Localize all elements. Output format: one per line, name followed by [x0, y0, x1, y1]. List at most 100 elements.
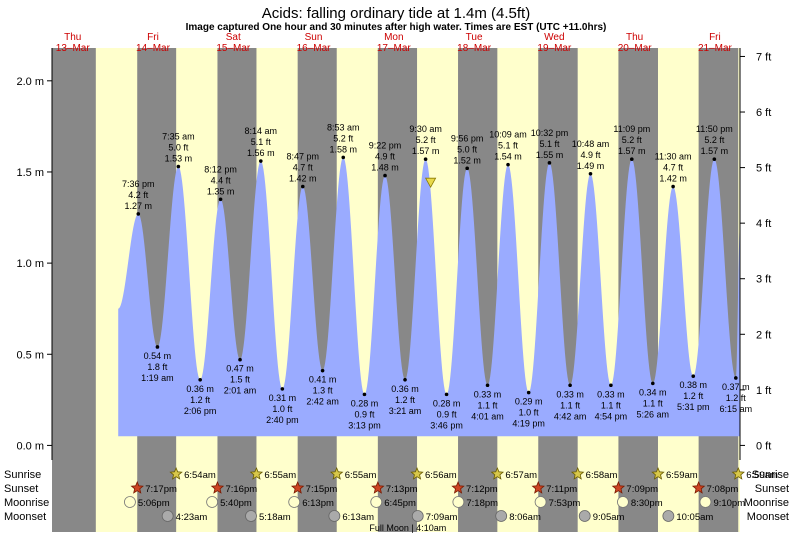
- tide-height-ft: 1.2 ft: [190, 395, 211, 405]
- sunrise-time: 6:59am: [746, 470, 778, 481]
- tide-height-ft: 4.7 ft: [663, 163, 684, 173]
- tide-height-m: 1.35 m: [207, 186, 235, 196]
- sunrise-time: 6:58am: [586, 470, 618, 481]
- sunset-time: 7:09pm: [626, 484, 658, 495]
- moonrise-icon: [699, 496, 712, 508]
- tide-point: [218, 197, 223, 202]
- moonset-time: 4:23am: [176, 512, 208, 523]
- moonset-time: 10:05am: [676, 512, 713, 523]
- tide-time: 11:50 pm: [696, 124, 733, 134]
- day-name: Tue: [466, 32, 483, 43]
- sunset-time: 7:17pm: [145, 484, 177, 495]
- tide-height-m: 0.29 m: [515, 397, 543, 407]
- tide-height-m: 1.27 m: [125, 201, 153, 211]
- day-name: Thu: [626, 32, 643, 43]
- sunset-time: 7:15pm: [306, 484, 338, 495]
- tide-time: 10:09 am: [489, 130, 527, 140]
- tide-height-ft: 1.2 ft: [726, 393, 747, 403]
- tide-time: 5:31 pm: [677, 402, 710, 412]
- row-label-right: Sunset: [755, 483, 789, 495]
- tide-time: 3:46 pm: [430, 420, 463, 430]
- tide-height-m: 0.47 m: [226, 364, 254, 374]
- y-right-tick-label: 1 ft: [756, 385, 771, 397]
- sunset-icon: [130, 480, 144, 494]
- tide-point: [547, 161, 552, 165]
- moonset-icon: [161, 510, 174, 522]
- sunrise-time: 6:55am: [345, 470, 377, 481]
- sunrise-icon: [169, 466, 183, 480]
- y-left-tick-label: 2.0 m: [16, 76, 44, 88]
- tide-height-m: 0.54 m: [144, 351, 172, 361]
- day-name: Sun: [305, 32, 323, 43]
- row-label-left: Moonrise: [4, 497, 49, 509]
- tide-height-ft: 4.9 ft: [580, 150, 601, 160]
- y-right-tick-label: 6 ft: [756, 107, 771, 119]
- tide-point: [629, 157, 634, 162]
- sunset-time: 7:08pm: [707, 484, 739, 495]
- row-label-left: Sunset: [4, 483, 38, 495]
- tide-time: 3:21 am: [389, 406, 422, 416]
- tide-height-ft: 5.0 ft: [457, 144, 478, 154]
- moonrise-icon: [288, 496, 301, 508]
- tide-time: 8:53 am: [327, 122, 360, 132]
- tide-time: 11:09 pm: [613, 124, 650, 134]
- y-right-tick-label: 2 ft: [756, 329, 771, 341]
- tide-time: 6:15 am: [720, 404, 753, 414]
- tide-height-ft: 4.4 ft: [211, 175, 232, 185]
- current-tide-marker: [424, 177, 437, 189]
- tide-height-m: 0.28 m: [433, 398, 461, 408]
- moonset-icon: [411, 510, 424, 522]
- tide-time: 2:06 pm: [184, 406, 217, 416]
- moonset-icon: [578, 510, 591, 522]
- tide-height-m: 1.42 m: [659, 174, 687, 184]
- sunrise-icon: [329, 466, 344, 480]
- tide-height-m: 1.57 m: [701, 146, 729, 156]
- tide-time: 2:42 am: [306, 397, 339, 407]
- tide-point: [691, 374, 696, 378]
- moonrise-time: 7:18pm: [466, 498, 498, 509]
- tide-time: 8:12 pm: [204, 164, 237, 174]
- moon-phase-label: Full Moon | 4:10am: [369, 523, 446, 533]
- tide-point: [423, 157, 428, 162]
- tide-point: [259, 159, 263, 163]
- tide-height-m: 1.58 m: [329, 144, 357, 154]
- chart-title: Acids: falling ordinary tide at 1.4m (4.…: [262, 5, 530, 22]
- chart-subtitle: Image captured One hour and 30 minutes a…: [186, 22, 607, 33]
- tide-height-ft: 0.9 ft: [354, 409, 375, 419]
- tide-time: 10:32 pm: [531, 128, 569, 138]
- day-date: 18–Mar: [457, 43, 492, 54]
- tide-height-ft: 1.2 ft: [683, 391, 704, 401]
- sunset-time: 7:12pm: [466, 484, 498, 495]
- tide-point: [671, 184, 675, 189]
- sunset-time: 7:13pm: [386, 484, 418, 495]
- tide-height-m: 0.28 m: [351, 398, 379, 408]
- tide-time: 7:35 am: [162, 131, 195, 141]
- tide-height-ft: 1.1 ft: [560, 400, 581, 410]
- tide-point: [341, 155, 346, 160]
- moonset-time: 5:18am: [259, 512, 291, 523]
- sunset-icon: [371, 480, 385, 494]
- sunset-icon: [451, 480, 465, 494]
- tide-height-m: 0.31 m: [269, 393, 297, 403]
- day-name: Fri: [147, 32, 159, 43]
- plot-area: [52, 48, 741, 532]
- tide-height-m: 0.41 m: [309, 375, 337, 385]
- sunrise-icon: [490, 466, 505, 480]
- tide-height-ft: 5.1 ft: [251, 137, 272, 147]
- row-label-right: Moonrise: [744, 497, 789, 509]
- moonrise-time: 5:06pm: [138, 498, 170, 509]
- moonrise-icon: [124, 496, 136, 508]
- tide-time: 2:01 am: [224, 386, 257, 396]
- tide-height-ft: 4.7 ft: [293, 163, 314, 173]
- tide-point: [506, 162, 510, 167]
- tide-labels: 7:36 pm4.2 ft1.27 m 0.54 m1.8 ft1:19 am 7:…: [122, 122, 752, 430]
- day-name: Wed: [544, 32, 564, 43]
- tide-time: 2:40 pm: [266, 415, 299, 425]
- tide-point: [485, 383, 490, 388]
- moonrise-time: 7:53pm: [549, 498, 581, 509]
- tide-point: [320, 368, 325, 373]
- tide-point: [526, 390, 531, 395]
- tide-height-m: 1.42 m: [289, 174, 317, 184]
- row-label-right: Moonset: [747, 511, 789, 523]
- moonrise-icon: [534, 496, 547, 508]
